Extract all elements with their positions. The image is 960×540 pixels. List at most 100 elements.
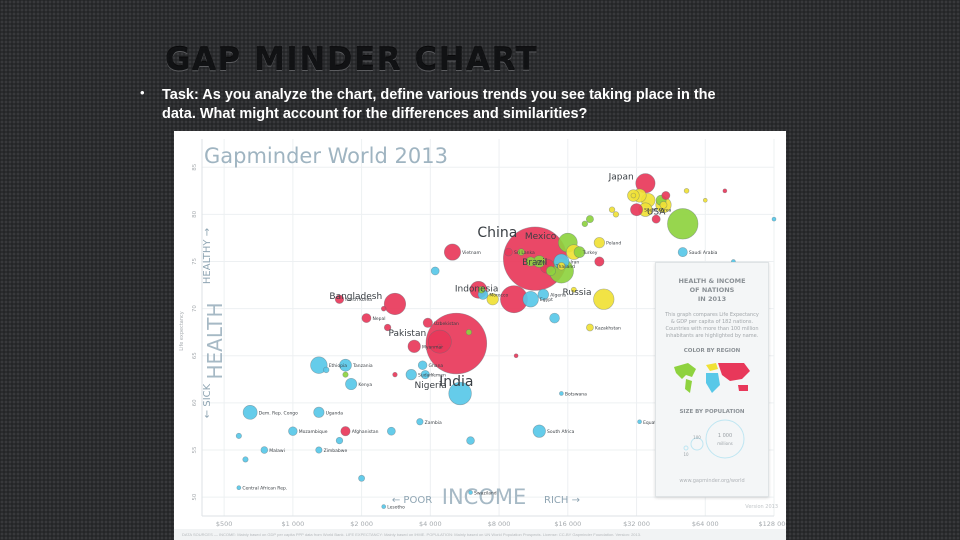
country-label: Malawi — [269, 448, 285, 454]
bubble-mali — [335, 436, 344, 445]
size-key-circle-medium — [690, 437, 704, 451]
size-key-circle-large — [705, 419, 745, 459]
country-label: Turkey — [582, 250, 598, 256]
bubble-somalia — [242, 456, 249, 463]
gapminder-chart: $500 $1 000 $2 000 $4 000 $8 000 $16 000 $32 0… — [174, 131, 786, 540]
country-label: Mexico — [525, 232, 557, 242]
legend-description: This graph compares Life Expectancy & GD… — [665, 312, 759, 339]
bubble-pakistan — [427, 329, 452, 354]
bubble-poland — [593, 237, 605, 249]
country-label: Nepal — [372, 316, 385, 322]
bubble-saudi-arabia — [677, 247, 688, 258]
bubble-equatorial-guinea — [637, 419, 642, 425]
bubble-sri-lanka — [504, 247, 513, 257]
bubble-india — [425, 312, 488, 375]
bubble-swaziland — [468, 490, 473, 495]
country-label: Nigeria — [415, 381, 447, 391]
bubble-australia — [661, 191, 671, 200]
country-label: USA — [647, 208, 666, 218]
bubble-russia — [593, 288, 615, 310]
task-prompt: Task: As you analyze the chart, define v… — [162, 87, 716, 122]
x-tick-label: $16 000 — [554, 520, 581, 528]
bubble-romania — [557, 262, 566, 271]
country-label: Pakistan — [388, 329, 426, 339]
y-tick-label: 65 — [192, 352, 198, 359]
country-label: Central African Rep. — [242, 486, 287, 492]
bubble-ghana — [417, 360, 428, 370]
bubble-guatemala — [477, 286, 486, 294]
axis-word-healthy: HEALTHY → — [202, 228, 213, 284]
x-tick-label: $2 000 — [350, 520, 373, 528]
chart-title: Gapminder World 2013 — [204, 144, 448, 168]
bubble-myanmar — [407, 339, 421, 353]
gapminder-url: www.gapminder.org/world — [679, 478, 745, 484]
bubble-ukraine — [486, 293, 499, 306]
country-label: Tanzania — [352, 363, 373, 369]
bubble-egypt — [522, 291, 539, 308]
y-tick-label: 80 — [192, 210, 198, 217]
country-label: Afghanistan — [352, 429, 379, 435]
bubble-cambodia — [383, 323, 392, 332]
bubble-singapore — [722, 188, 728, 194]
bubble-laos — [437, 343, 443, 349]
bubble-iraq — [549, 312, 560, 324]
population-size-key: 1 000 100 10 millions — [683, 419, 745, 459]
bubble-netherlands — [659, 201, 668, 209]
bubble-venezuela — [545, 265, 556, 276]
axis-word-health: HEALTH — [203, 302, 227, 379]
chart-canvas: $500 $1 000 $2 000 $4 000 $8 000 $16 000 $32 0… — [179, 139, 786, 538]
legend-title: HEALTH & INCOME OF NATIONS IN 2013 — [678, 277, 746, 303]
bubble-south-korea — [630, 203, 643, 217]
bullet-marker: • — [140, 85, 145, 100]
bubble-central-african-rep- — [236, 485, 242, 491]
country-label: Kazakhstan — [595, 326, 621, 332]
x-tick-label: $32 000 — [623, 520, 650, 528]
y-tick-label: 70 — [192, 305, 198, 312]
size-key-1000: 1 000 — [718, 433, 732, 439]
country-label: Kenya — [358, 382, 372, 388]
axis-word-rich: RICH → — [544, 495, 580, 506]
size-key-100: 100 — [693, 435, 701, 440]
country-label: Mozambique — [299, 429, 328, 435]
bubble-botswana — [559, 391, 564, 396]
country-label: Poland — [606, 241, 621, 247]
country-label: Morocco — [489, 293, 508, 299]
bubble-burundi — [235, 432, 242, 439]
bubble-mozambique — [288, 426, 298, 436]
country-label: Uganda — [326, 410, 344, 416]
country-label: India — [439, 374, 473, 390]
country-label: Egypt — [540, 297, 553, 303]
bubble-sudan — [405, 369, 417, 381]
x-tick-label: $500 — [216, 520, 233, 528]
bubble-norway — [702, 197, 708, 203]
bubble-south-africa — [532, 424, 546, 438]
country-label: Saudi Arabia — [689, 250, 718, 256]
size-key-10: 10 — [683, 452, 689, 457]
country-label: Sudan — [418, 373, 432, 379]
version-stamp: Version 2013 — [745, 504, 778, 510]
bubble-rwanda — [323, 366, 330, 374]
country-label: Lesotho — [387, 505, 405, 511]
bubble-ethiopia — [310, 356, 328, 374]
bubble-cuba — [581, 220, 588, 227]
country-label: Bangladesh — [329, 292, 382, 302]
bubble-kazakhstan — [586, 323, 594, 332]
country-label: Indonesia — [455, 285, 499, 295]
bubble-greece — [608, 206, 616, 213]
country-label: Swaziland — [474, 490, 497, 496]
bubble-belarus — [570, 286, 577, 293]
bubble-chile — [585, 215, 594, 224]
x-tick-label: $1 000 — [281, 520, 304, 528]
bubble-lesotho — [381, 504, 387, 509]
country-label: Ghana — [428, 363, 443, 369]
bubble-vietnam — [443, 243, 461, 261]
x-tick-label: $64 000 — [692, 520, 719, 528]
bubble-zimbabwe — [315, 446, 323, 454]
bubble-tanzania — [339, 358, 352, 372]
country-label: Dem. Rep. Congo — [259, 410, 298, 416]
bubble-uganda — [313, 406, 325, 418]
y-tick-label: 50 — [192, 493, 198, 500]
country-label: Uzbekistan — [434, 321, 459, 327]
map-americas-south — [685, 379, 692, 393]
country-label: Iran — [570, 260, 579, 266]
